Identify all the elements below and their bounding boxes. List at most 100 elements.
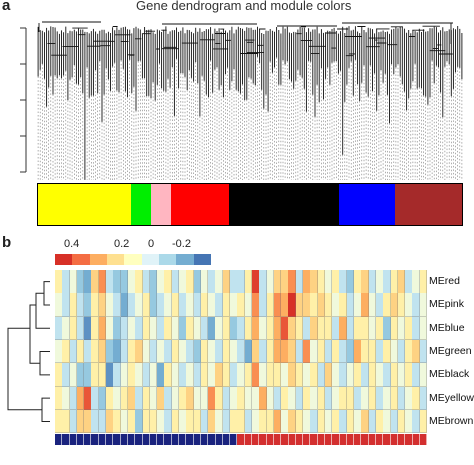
sample-group-cell <box>288 434 296 445</box>
heatmap-cell <box>62 270 70 294</box>
heatmap-cell <box>354 316 362 341</box>
heatmap-row-label: MEblack <box>429 368 470 381</box>
heatmap-cell <box>84 363 92 387</box>
heatmap-cell <box>230 409 238 434</box>
heatmap-cell <box>368 409 377 434</box>
heatmap-cell <box>186 363 194 387</box>
dendrogram-branch-lines <box>37 21 463 180</box>
heatmap-cell <box>157 409 165 434</box>
heatmap-cell <box>346 409 355 434</box>
heatmap-cell <box>244 339 253 364</box>
heatmap-cell <box>208 409 216 434</box>
heatmap-cell <box>69 363 78 387</box>
color-key-tick-label: -0.2 <box>172 238 191 250</box>
sample-group-cell <box>230 434 238 445</box>
heatmap-cell <box>91 316 100 341</box>
heatmap-cell <box>55 339 63 364</box>
heatmap-cell <box>354 409 362 434</box>
heatmap-cell <box>120 270 129 294</box>
heatmap-cell <box>281 316 289 341</box>
heatmap-cell <box>113 363 121 387</box>
sample-group-cell <box>179 434 187 445</box>
heatmap-cell <box>310 270 318 294</box>
color-key-tick-label: 0 <box>148 238 155 250</box>
heatmap-cell <box>98 386 107 411</box>
heatmap-cell <box>390 316 399 341</box>
heatmap-cell <box>383 270 391 294</box>
heatmap-cell <box>215 363 224 387</box>
heatmap-cell <box>237 293 245 317</box>
heatmap-cell <box>281 339 289 364</box>
sample-group-cell <box>390 434 398 445</box>
heatmap-cell <box>310 409 318 434</box>
heatmap-cell <box>127 316 136 341</box>
heatmap-cell <box>251 316 260 341</box>
heatmap-cell <box>113 386 121 411</box>
heatmap-cell <box>135 363 143 387</box>
heatmap-cell <box>339 339 348 364</box>
heatmap-cell <box>412 270 420 294</box>
heatmap-row-label: MEblue <box>429 321 465 334</box>
heatmap-cell <box>339 386 348 411</box>
heatmap-cell <box>390 339 399 364</box>
heatmap-cell <box>120 386 129 411</box>
sample-group-cell <box>62 434 70 445</box>
heatmap-cell <box>295 270 304 294</box>
heatmap-cell <box>361 363 369 387</box>
heatmap-cell <box>120 339 129 364</box>
panel-b-label: b <box>2 234 12 251</box>
heatmap-cell <box>419 409 428 434</box>
heatmap-cell <box>98 363 107 387</box>
sample-group-cell <box>346 434 355 445</box>
heatmap-cell <box>186 386 194 411</box>
heatmap-cell <box>375 386 384 411</box>
heatmap-cell <box>193 386 202 411</box>
heatmap-cell <box>317 363 326 387</box>
color-key-swatch <box>176 254 194 265</box>
heatmap-cell <box>361 316 369 341</box>
heatmap-cell <box>390 270 399 294</box>
heatmap-cell <box>120 316 129 341</box>
heatmap-cell <box>208 270 216 294</box>
heatmap-cell <box>142 386 151 411</box>
heatmap-cell <box>69 316 78 341</box>
heatmap-cell <box>62 386 70 411</box>
heatmap-cell <box>288 409 296 434</box>
heatmap-cell <box>405 363 413 387</box>
color-key-swatch <box>72 254 90 265</box>
heatmap-cell <box>332 409 340 434</box>
heatmap-cell <box>324 270 333 294</box>
heatmap-cell <box>171 293 180 317</box>
sample-group-cell <box>368 434 377 445</box>
heatmap-cell <box>230 316 238 341</box>
sample-group-cell <box>303 434 311 445</box>
heatmap-cell <box>317 409 326 434</box>
sample-group-cell <box>383 434 391 445</box>
heatmap-cell <box>266 409 275 434</box>
heatmap-cell <box>230 363 238 387</box>
heatmap-cell <box>324 409 333 434</box>
heatmap-cell <box>405 409 413 434</box>
heatmap-cell <box>259 316 267 341</box>
heatmap-cell <box>98 270 107 294</box>
heatmap-cell <box>171 409 180 434</box>
sample-group-cell <box>186 434 194 445</box>
heatmap-cell <box>339 293 348 317</box>
heatmap-cell <box>412 293 420 317</box>
heatmap-cell <box>69 386 78 411</box>
heatmap-cell <box>281 409 289 434</box>
heatmap-cell <box>303 409 311 434</box>
heatmap-cell <box>230 386 238 411</box>
heatmap-cell <box>273 409 282 434</box>
heatmap-cell <box>55 409 63 434</box>
heatmap-cell <box>113 293 121 317</box>
heatmap-cell <box>412 409 420 434</box>
heatmap-cell <box>317 386 326 411</box>
sample-group-cell <box>237 434 245 445</box>
heatmap-cell <box>332 293 340 317</box>
color-key-tick-label: 0.4 <box>64 238 80 250</box>
heatmap-cell <box>332 339 340 364</box>
heatmap-cell <box>135 409 143 434</box>
heatmap-cell <box>383 363 391 387</box>
heatmap-cell <box>193 363 202 387</box>
